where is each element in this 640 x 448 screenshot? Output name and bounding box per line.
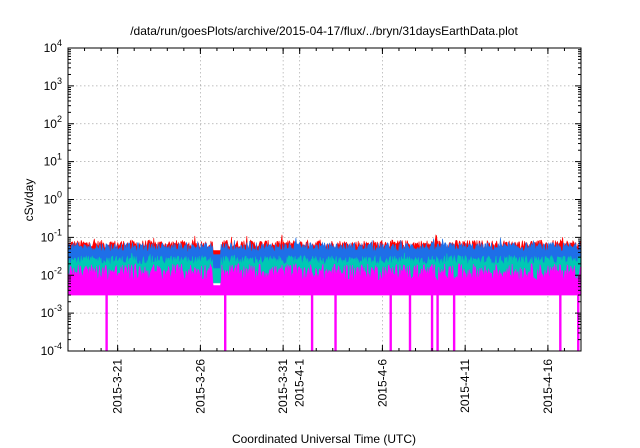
dropout-bar (310, 290, 314, 351)
series-area (67, 262, 582, 296)
x-tick-label: 2015-3-26 (193, 359, 207, 414)
dropout-bar (430, 290, 434, 351)
x-tick-label: 2015-4-1 (293, 359, 307, 407)
dropout-bar (577, 290, 580, 351)
y-tick-label: 103 (44, 76, 62, 93)
dropout-bar (408, 290, 412, 351)
y-tick-label: 10-3 (41, 303, 62, 320)
y-tick-label: 100 (44, 190, 62, 207)
x-tick-label: 2015-4-11 (458, 359, 472, 413)
x-tick-label: 2015-4-6 (375, 359, 389, 407)
grid (68, 47, 581, 352)
x-tick-label: 2015-3-21 (111, 359, 125, 414)
y-tick-label: 10-2 (41, 265, 62, 282)
x-tick-label: 2015-3-31 (276, 359, 290, 414)
series-group (67, 234, 582, 351)
dropout-bar (452, 290, 456, 351)
x-axis: 2015-3-21 2015-3-26 2015-3-31 2015-4-1 2015-… (67, 48, 582, 414)
y-tick-label: 10-1 (41, 227, 62, 244)
dropout-bar (105, 290, 108, 351)
dropout-bar (559, 290, 562, 351)
y-tick-label: 102 (44, 114, 62, 131)
y-axis: 10-4 10-3 10-2 10-1 100 101 102 103 104 (41, 38, 581, 358)
dropout-bar (436, 290, 439, 351)
y-tick-label: 104 (44, 38, 62, 55)
x-tick-label: 2015-4-16 (541, 359, 555, 414)
dropout-bar (224, 290, 227, 351)
y-tick-label: 101 (44, 152, 62, 169)
chart-title: /data/run/goesPlots/archive/2015-04-17/f… (130, 24, 518, 38)
x-axis-label: Coordinated Universal Time (UTC) (232, 432, 416, 446)
dropout-bar (389, 290, 392, 351)
dropout-bar (334, 290, 337, 351)
y-tick-label: 10-4 (41, 341, 62, 358)
y-axis-label: cSv/day (22, 179, 36, 222)
